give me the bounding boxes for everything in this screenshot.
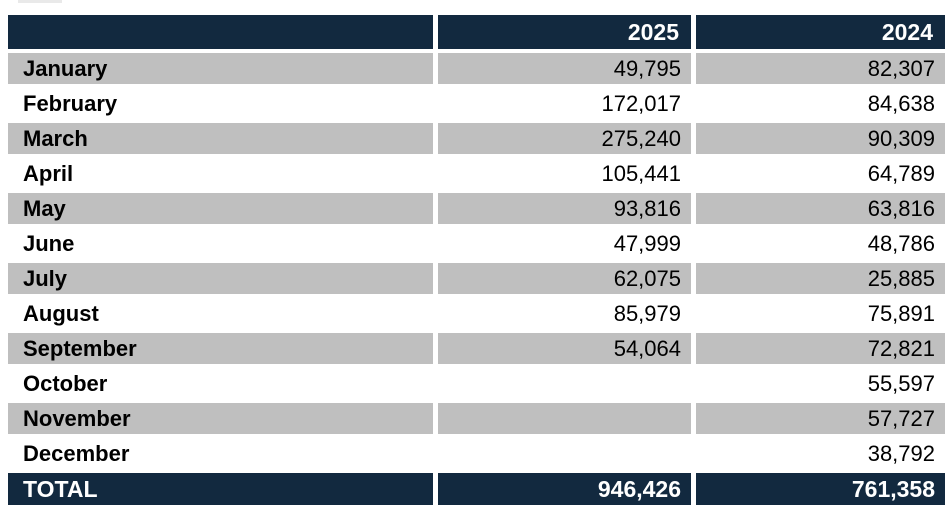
month-label: August xyxy=(8,298,433,329)
value-2025: 49,795 xyxy=(438,53,691,84)
value-2025: 54,064 xyxy=(438,333,691,364)
value-2024: 48,786 xyxy=(696,228,945,259)
value-2024: 25,885 xyxy=(696,263,945,294)
value-2024: 38,792 xyxy=(696,438,945,469)
value-2025 xyxy=(438,403,691,434)
value-2025: 85,979 xyxy=(438,298,691,329)
month-label: February xyxy=(8,88,433,119)
table-row: July 62,075 25,885 xyxy=(8,263,945,294)
crop-artifact xyxy=(18,0,62,3)
value-2024: 63,816 xyxy=(696,193,945,224)
value-2025: 47,999 xyxy=(438,228,691,259)
month-label: May xyxy=(8,193,433,224)
monthly-comparison-table-container: 2025 2024 January 49,795 82,307 February… xyxy=(3,11,950,509)
value-2025: 62,075 xyxy=(438,263,691,294)
value-2025: 105,441 xyxy=(438,158,691,189)
table-row: June 47,999 48,786 xyxy=(8,228,945,259)
table-row: October 55,597 xyxy=(8,368,945,399)
table-row: March 275,240 90,309 xyxy=(8,123,945,154)
month-label: November xyxy=(8,403,433,434)
month-label: January xyxy=(8,53,433,84)
value-2024: 75,891 xyxy=(696,298,945,329)
month-label: April xyxy=(8,158,433,189)
value-2025: 93,816 xyxy=(438,193,691,224)
value-2024: 57,727 xyxy=(696,403,945,434)
table-row: November 57,727 xyxy=(8,403,945,434)
value-2024: 82,307 xyxy=(696,53,945,84)
value-2024: 84,638 xyxy=(696,88,945,119)
table-row: January 49,795 82,307 xyxy=(8,53,945,84)
value-2024: 90,309 xyxy=(696,123,945,154)
value-2025 xyxy=(438,438,691,469)
total-label: TOTAL xyxy=(8,473,433,505)
value-2024: 72,821 xyxy=(696,333,945,364)
value-2025: 275,240 xyxy=(438,123,691,154)
value-2024: 55,597 xyxy=(696,368,945,399)
total-row: TOTAL 946,426 761,358 xyxy=(8,473,945,505)
month-label: March xyxy=(8,123,433,154)
month-label: December xyxy=(8,438,433,469)
month-label: October xyxy=(8,368,433,399)
month-label: September xyxy=(8,333,433,364)
total-2025: 946,426 xyxy=(438,473,691,505)
table-row: September 54,064 72,821 xyxy=(8,333,945,364)
monthly-comparison-table: 2025 2024 January 49,795 82,307 February… xyxy=(3,11,950,509)
table-row: May 93,816 63,816 xyxy=(8,193,945,224)
month-label: June xyxy=(8,228,433,259)
table-row: August 85,979 75,891 xyxy=(8,298,945,329)
value-2025 xyxy=(438,368,691,399)
header-month-cell xyxy=(8,15,433,49)
header-row: 2025 2024 xyxy=(8,15,945,49)
table-row: December 38,792 xyxy=(8,438,945,469)
total-2024: 761,358 xyxy=(696,473,945,505)
header-year-2024: 2024 xyxy=(696,15,945,49)
table-row: April 105,441 64,789 xyxy=(8,158,945,189)
table-row: February 172,017 84,638 xyxy=(8,88,945,119)
month-label: July xyxy=(8,263,433,294)
value-2025: 172,017 xyxy=(438,88,691,119)
header-year-2025: 2025 xyxy=(438,15,691,49)
value-2024: 64,789 xyxy=(696,158,945,189)
